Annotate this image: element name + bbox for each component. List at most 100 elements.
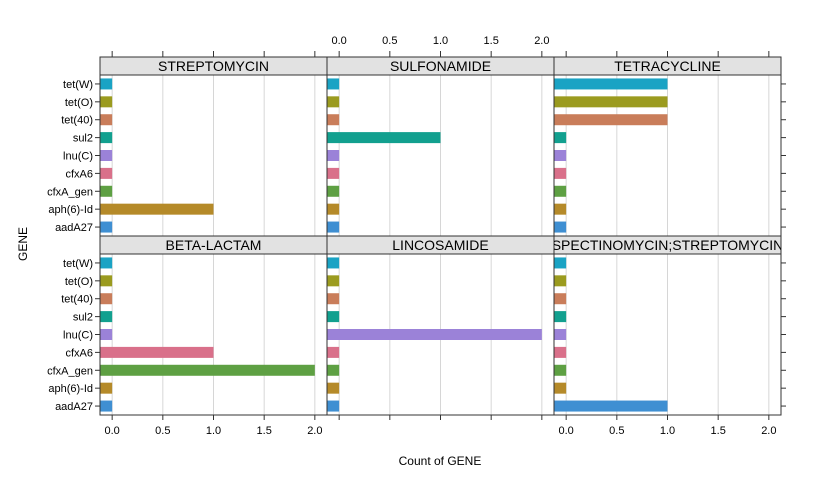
bar-aadA27	[100, 400, 113, 412]
bar-aph(6)-Id	[100, 382, 113, 394]
bar-lnu(C)	[100, 329, 113, 340]
bar-cfxA6	[100, 167, 113, 179]
bar-tet(40)	[554, 293, 567, 305]
y-tick-label: tet(O)	[65, 97, 93, 109]
bar-lnu(C)	[100, 150, 113, 161]
bar-tet(40)	[554, 114, 668, 126]
panel-title: LINCOSAMIDE	[392, 237, 488, 253]
bar-tet(W)	[554, 78, 668, 90]
bar-lnu(C)	[554, 150, 567, 161]
y-tick-label: cfxA6	[65, 168, 93, 180]
bar-aadA27	[327, 400, 340, 412]
x-tick-label-top: 1.0	[433, 35, 448, 47]
bar-cfxA6	[327, 346, 340, 358]
bar-tet(40)	[100, 293, 113, 305]
bar-tet(O)	[327, 275, 340, 287]
panel-title: STREPTOMYCIN	[158, 58, 269, 74]
panel-streptomycin: STREPTOMYCIN tet(W) tet(O) tet(40) sul2 lnu(C…	[47, 51, 328, 237]
bar-tet(W)	[327, 78, 340, 90]
x-tick-label-top: 1.5	[484, 35, 499, 47]
x-tick-label: 2.0	[307, 425, 322, 437]
bar-cfxA_gen	[554, 364, 567, 376]
y-tick-label: lnu(C)	[63, 330, 93, 342]
panel-title: SPECTINOMYCIN;STREPTOMYCIN	[552, 237, 784, 253]
bar-sul2	[100, 132, 113, 144]
x-axis-title: Count of GENE	[399, 454, 482, 468]
bar-aadA27	[554, 400, 668, 412]
x-tick-label: 0.5	[609, 425, 624, 437]
y-tick-label: cfxA6	[65, 347, 93, 359]
bar-tet(40)	[327, 293, 340, 305]
bar-aadA27	[554, 221, 567, 233]
y-tick-label: aadA27	[55, 222, 93, 234]
bar-cfxA6	[554, 346, 567, 358]
bar-tet(W)	[100, 257, 113, 269]
bar-cfxA6	[554, 167, 567, 179]
x-tick-label: 1.5	[711, 425, 726, 437]
y-tick-label: tet(40)	[61, 115, 93, 127]
x-tick-label: 2.0	[761, 425, 776, 437]
x-tick-label: 1.0	[660, 425, 675, 437]
bar-cfxA6	[100, 346, 214, 358]
bar-tet(O)	[554, 275, 567, 287]
bar-aph(6)-Id	[327, 382, 340, 394]
y-tick-label: tet(W)	[63, 258, 93, 270]
x-tick-label-top: 0.0	[332, 35, 347, 47]
x-tick-label-top: 2.0	[534, 35, 549, 47]
bar-aadA27	[327, 221, 340, 233]
bar-tet(O)	[100, 275, 113, 287]
bar-sul2	[554, 311, 567, 323]
panel-spectinomycin-streptomycin: SPECTINOMYCIN;STREPTOMYCIN 0.0 0.5 1.0 1.5 2.…	[552, 235, 786, 437]
bar-cfxA_gen	[327, 185, 340, 197]
y-axis-title: GENE	[16, 227, 30, 261]
y-tick-label: tet(W)	[63, 79, 93, 91]
bar-aph(6)-Id	[327, 203, 340, 215]
y-tick-label: aadA27	[55, 401, 93, 413]
bar-cfxA_gen	[554, 185, 567, 197]
y-tick-label: sul2	[73, 312, 93, 324]
y-tick-label: tet(O)	[65, 276, 93, 288]
bar-cfxA6	[327, 167, 340, 179]
bar-sul2	[327, 311, 340, 323]
y-tick-label: aph(6)-Id	[48, 204, 93, 216]
panel-lincosamide: LINCOSAMIDE	[326, 235, 555, 420]
bar-lnu(C)	[327, 150, 340, 161]
bar-lnu(C)	[327, 329, 542, 340]
bar-tet(40)	[327, 114, 340, 126]
bar-lnu(C)	[554, 329, 567, 340]
bar-tet(O)	[100, 96, 113, 108]
y-tick-label: lnu(C)	[63, 151, 93, 163]
bar-sul2	[100, 311, 113, 323]
x-tick-label: 1.0	[206, 425, 221, 437]
x-tick-label: 0.0	[105, 425, 120, 437]
bar-aph(6)-Id	[100, 203, 214, 215]
bar-aph(6)-Id	[554, 382, 567, 394]
panel-sulfonamide: SULFONAMIDE 0.0 0.5 1.0 1.5 2.0	[326, 35, 555, 237]
x-tick-label: 0.5	[155, 425, 170, 437]
bar-tet(O)	[327, 96, 340, 108]
bar-tet(O)	[554, 96, 668, 108]
bar-sul2	[554, 132, 567, 144]
bar-cfxA_gen	[100, 185, 113, 197]
bar-tet(W)	[554, 257, 567, 269]
panel-title: TETRACYCLINE	[614, 58, 721, 74]
bar-tet(40)	[100, 114, 113, 126]
bar-cfxA_gen	[327, 364, 340, 376]
panel-beta-lactam: BETA-LACTAM tet(W) tet(O) tet(40) sul2 lnu(C)…	[47, 235, 328, 437]
x-tick-label: 1.5	[257, 425, 272, 437]
panels-group: STREPTOMYCIN tet(W) tet(O) tet(40) sul2 lnu(C…	[47, 35, 786, 437]
bar-aph(6)-Id	[554, 203, 567, 215]
panel-title: BETA-LACTAM	[166, 237, 262, 253]
bar-aadA27	[100, 221, 113, 233]
y-tick-label: sul2	[73, 133, 93, 145]
panel-tetracycline: TETRACYCLINE	[553, 51, 786, 237]
bar-sul2	[327, 132, 441, 144]
y-tick-label: cfxA_gen	[47, 365, 93, 377]
y-tick-label: cfxA_gen	[47, 186, 93, 198]
y-tick-label: aph(6)-Id	[48, 383, 93, 395]
x-tick-label-top: 0.5	[382, 35, 397, 47]
panel-title: SULFONAMIDE	[390, 58, 491, 74]
x-tick-label: 0.0	[559, 425, 574, 437]
bar-cfxA_gen	[100, 364, 315, 376]
